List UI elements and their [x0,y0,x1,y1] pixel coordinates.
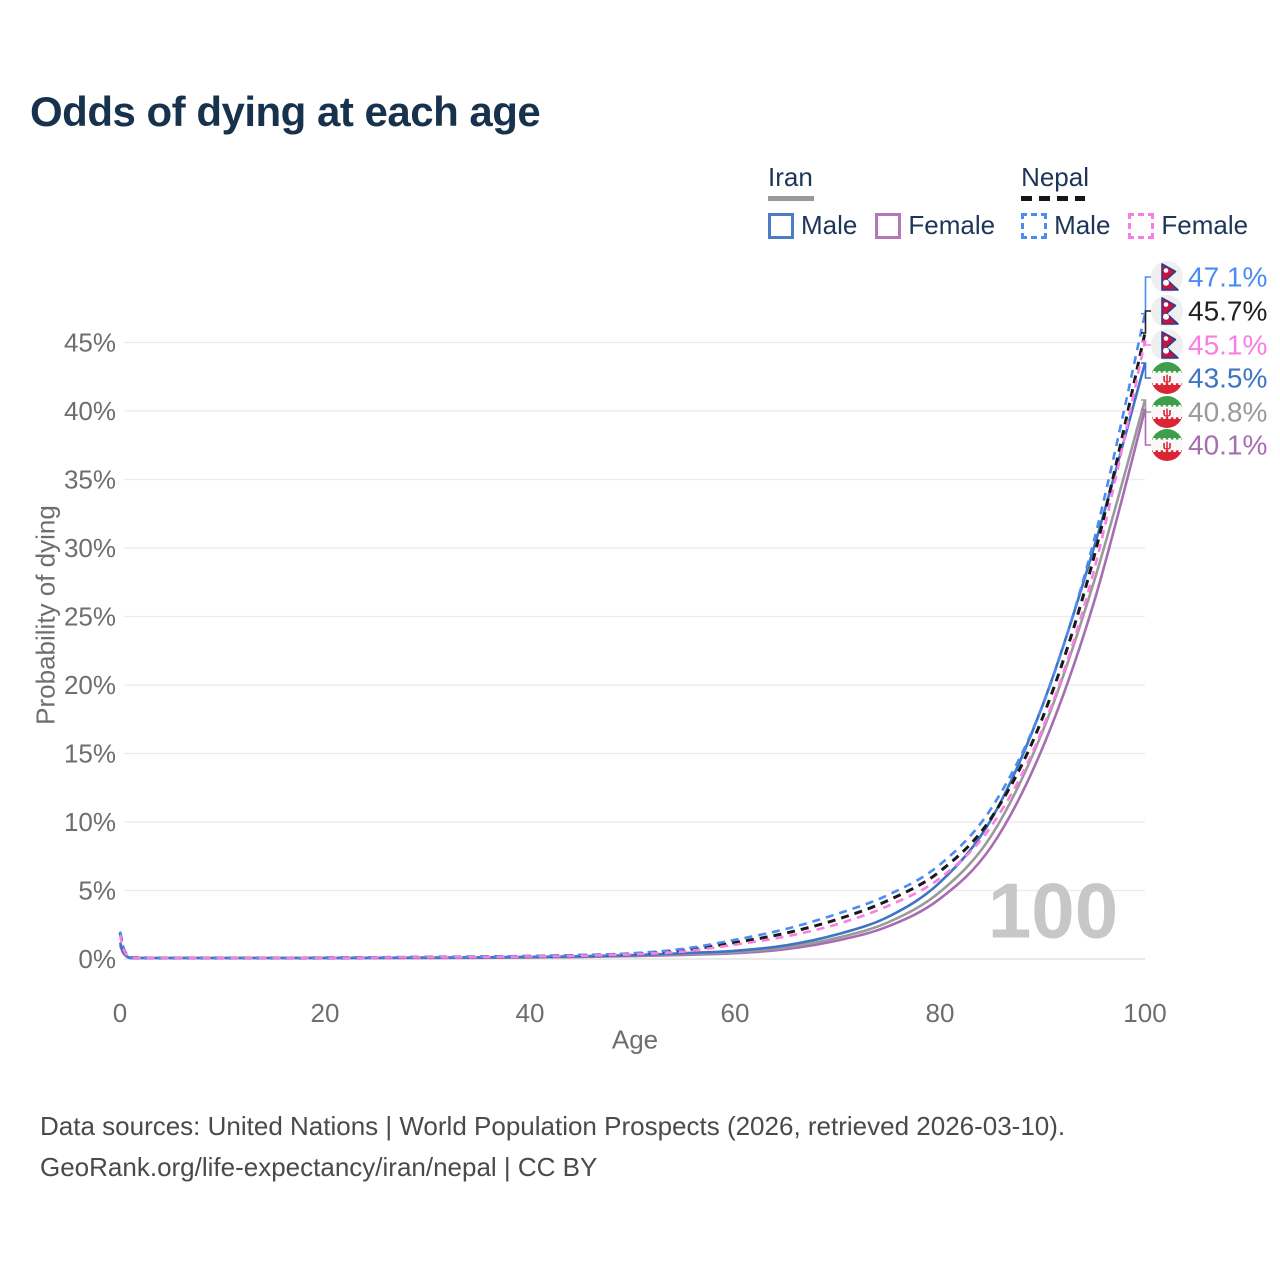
x-tick-20: 20 [311,998,340,1028]
end-label-nepal-male: 47.1% [1188,262,1267,293]
nepal-flag-icon-nepal-female-sun [1163,347,1169,354]
y-tick-45: 45% [64,328,116,358]
leader-nepal-female [1141,340,1152,346]
nepal-flag-icon-nepal-sun [1163,313,1169,320]
end-label-nepal: 45.7% [1188,296,1267,327]
iran-flag-icon-iran: ψ [1151,396,1183,428]
legend: Iran Male Female Nepal [768,162,1248,241]
page-title: Odds of dying at each age [30,88,541,135]
y-tick-20: 20% [64,670,116,700]
legend-group-iran: Iran Male Female [768,162,995,241]
x-tick-40: 40 [516,998,545,1028]
x-tick-60: 60 [721,998,750,1028]
footer-url-line: GeoRank.org/life-expectancy/iran/nepal |… [40,1152,598,1182]
nepal-female-swatch [1128,212,1155,239]
x-tick-80: 80 [926,998,955,1028]
y-tick-25: 25% [64,602,116,632]
footer-source-line: Data sources: United Nations | World Pop… [40,1111,1066,1141]
legend-country-iran[interactable]: Iran [768,162,995,201]
nepal-male-label: Male [1054,210,1111,240]
x-tick-0: 0 [113,998,127,1028]
leader-iran-male [1141,362,1152,379]
nepal-flag-icon-nepal-male-moon [1163,268,1169,273]
svg-text:ψ: ψ [1162,372,1171,386]
legend-items-nepal: Male Female [1021,210,1248,241]
y-tick-10: 10% [64,807,116,837]
nepal-flag-icon-nepal-female-moon [1163,336,1169,341]
legend-country-iran-label: Iran [768,162,813,192]
iran-flag-icon-iran-female: ψ [1151,429,1183,461]
leader-nepal [1141,310,1152,334]
leader-iran-female [1141,408,1152,446]
legend-item-nepal-female[interactable]: Female [1128,210,1248,241]
x-axis-title: Age [611,1024,659,1055]
iran-both-line-swatch [768,196,814,201]
y-tick-15: 15% [64,739,116,769]
end-label-iran: 40.8% [1188,397,1267,428]
svg-text:ψ: ψ [1162,406,1171,420]
footer: Data sources: United Nations | World Pop… [40,1106,1065,1188]
iran-female-swatch [875,212,902,239]
end-label-nepal-female: 45.1% [1188,330,1267,361]
iran-female-label: Female [908,210,996,240]
iran-male-label: Male [801,210,858,240]
end-label-iran-male: 43.5% [1188,363,1267,394]
nepal-male-swatch [1021,212,1048,239]
y-tick-40: 40% [64,396,116,426]
series-line-nepal [118,332,1147,960]
nepal-both-line-swatch [1021,196,1086,201]
legend-country-nepal-label: Nepal [1021,162,1089,192]
legend-group-nepal: Nepal Male Female [1021,162,1248,241]
iran-flag-icon-iran-male: ψ [1151,362,1183,394]
y-tick-30: 30% [64,533,116,563]
legend-items-iran: Male Female [768,210,995,241]
y-tick-0: 0% [78,944,116,974]
nepal-female-label: Female [1161,210,1249,240]
x-tick-100: 100 [1123,998,1166,1028]
nepal-flag-icon-nepal-moon [1163,302,1169,307]
y-tick-5: 5% [78,876,116,906]
watermark-age-100: 100 [987,866,1119,955]
legend-item-iran-male[interactable]: Male [768,210,857,241]
end-label-iran-female: 40.1% [1188,430,1267,461]
series-line-nepal-male [118,313,1147,960]
leader-iran [1141,399,1152,413]
legend-item-iran-female[interactable]: Female [875,210,995,241]
legend-country-nepal[interactable]: Nepal [1021,162,1248,201]
nepal-flag-icon-nepal-male-sun [1163,279,1169,286]
svg-text:ψ: ψ [1162,439,1171,453]
series-line-nepal-female [118,340,1147,960]
legend-item-nepal-male[interactable]: Male [1021,210,1110,241]
y-tick-35: 35% [64,465,116,495]
leader-nepal-male [1141,276,1152,315]
iran-male-swatch [768,212,794,239]
